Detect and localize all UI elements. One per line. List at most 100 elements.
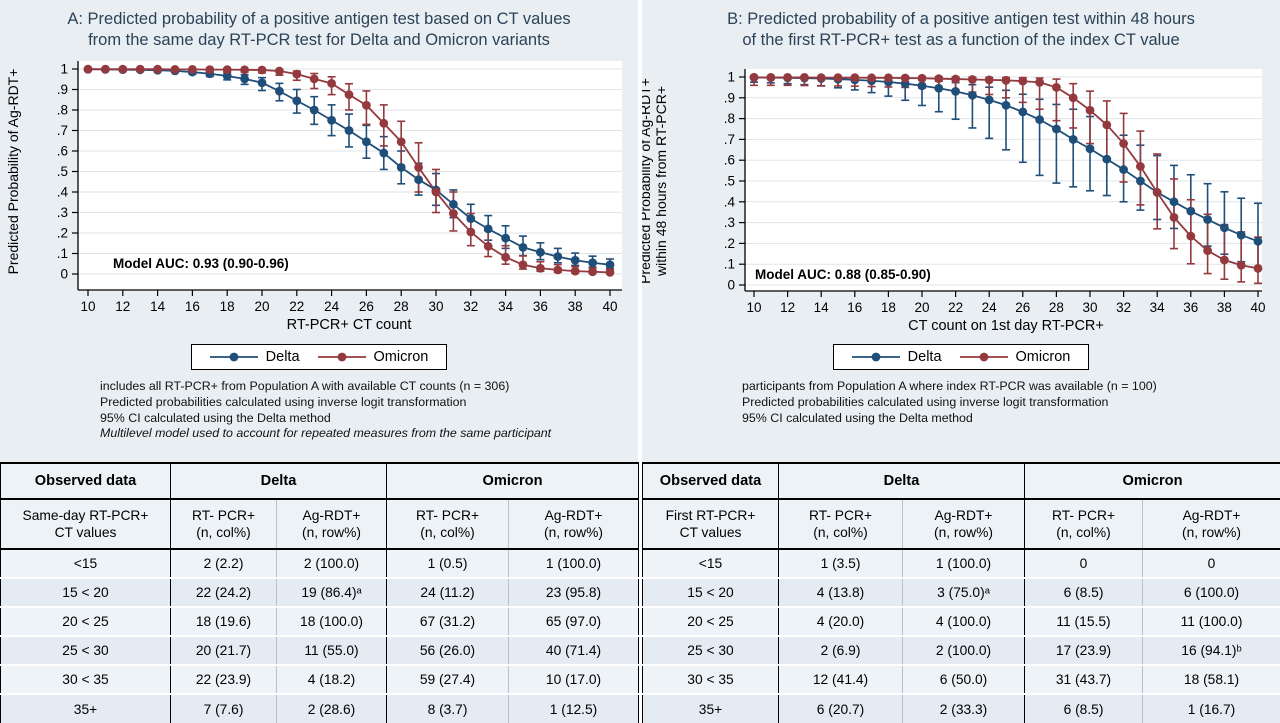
legend-entry-delta: Delta (852, 349, 942, 365)
x-tick-label: 36 (533, 299, 548, 314)
y-axis-title: within 48 hours from RT-PCR+ (653, 86, 669, 277)
data-point (1170, 198, 1179, 207)
data-point (84, 65, 93, 74)
x-tick-label: 26 (359, 299, 374, 314)
y-tick-label: .9 (724, 91, 735, 106)
table-cell: 35+ (1, 694, 171, 723)
x-tick-label: 30 (1082, 300, 1097, 315)
data-point (536, 264, 545, 273)
data-point (292, 70, 301, 79)
x-tick-label: 24 (982, 300, 998, 315)
legend-label: Omicron (1016, 349, 1071, 365)
table-cell: 11 (100.0) (1143, 607, 1280, 636)
data-point (1002, 101, 1011, 110)
data-point (783, 73, 792, 82)
note-line: Predicted probabilities calculated using… (742, 395, 1280, 411)
panel-b-legend-row: Delta Omicron (642, 344, 1280, 370)
table-cell: 4 (13.8) (779, 578, 903, 607)
y-tick-label: .1 (57, 246, 68, 261)
panel-b-notes: participants from Population A where ind… (642, 379, 1280, 426)
data-point (240, 66, 249, 75)
data-point (867, 74, 876, 83)
x-tick-label: 26 (1015, 300, 1030, 315)
table-cell: 65 (97.0) (509, 607, 639, 636)
y-tick-label: .4 (57, 185, 69, 200)
data-point (750, 73, 759, 82)
x-tick-label: 28 (1049, 300, 1064, 315)
table-column-header: First RT-PCR+CT values (643, 499, 779, 549)
table-group-header: Observed data (643, 463, 779, 499)
model-auc-annotation: Model AUC: 0.88 (0.85-0.90) (755, 267, 931, 282)
y-tick-label: .2 (724, 236, 735, 251)
table-group-header: Delta (779, 463, 1025, 499)
data-point (571, 267, 580, 276)
data-point (275, 87, 284, 96)
table-column-header: RT- PCR+(n, col%) (171, 499, 277, 549)
model-auc-annotation: Model AUC: 0.93 (0.90-0.96) (113, 256, 289, 271)
x-tick-label: 20 (914, 300, 929, 315)
table-cell: 19 (86.4)ᵃ (277, 578, 387, 607)
y-tick-label: 0 (727, 278, 735, 293)
data-point (1170, 213, 1179, 222)
data-point (171, 65, 180, 74)
table-cell: 2 (33.3) (903, 694, 1025, 723)
data-point (101, 65, 110, 74)
table-cell: 18 (100.0) (277, 607, 387, 636)
data-point (345, 90, 354, 99)
data-point (1119, 165, 1128, 174)
data-point (850, 73, 859, 82)
x-tick-label: 20 (254, 299, 269, 314)
data-point (1203, 246, 1212, 255)
legend-entry-omicron: Omicron (960, 349, 1071, 365)
data-point (188, 65, 197, 74)
table-column-header: RT- PCR+(n, col%) (779, 499, 903, 549)
legend-marker-icon (318, 351, 366, 363)
data-point (153, 65, 162, 74)
x-tick-label: 28 (394, 299, 409, 314)
data-point (414, 176, 423, 185)
data-point (800, 73, 809, 82)
legend-label: Omicron (374, 349, 429, 365)
data-point (501, 253, 510, 262)
table-cell: 8 (3.7) (387, 694, 509, 723)
data-point (1086, 145, 1095, 154)
table-group-header: Omicron (1025, 463, 1280, 499)
data-point (466, 214, 475, 223)
data-point (571, 256, 580, 265)
x-tick-label: 18 (220, 299, 235, 314)
table-cell: 59 (27.4) (387, 665, 509, 694)
y-tick-label: 0 (60, 267, 68, 282)
panel-a-title: A: Predicted probability of a positive a… (0, 0, 638, 51)
data-point (240, 75, 249, 84)
x-tick-label: 18 (881, 300, 896, 315)
note-line: includes all RT-PCR+ from Population A w… (100, 379, 638, 395)
data-point (484, 242, 493, 251)
x-tick-label: 32 (1116, 300, 1131, 315)
table-cell: 0 (1143, 549, 1280, 578)
table-cell: 6 (20.7) (779, 694, 903, 723)
data-point (1119, 139, 1128, 148)
table-cell: 23 (95.8) (509, 578, 639, 607)
data-point (414, 163, 423, 172)
table-cell: 18 (19.6) (171, 607, 277, 636)
table-cell: 6 (8.5) (1025, 694, 1143, 723)
table-cell: 11 (55.0) (277, 636, 387, 665)
x-tick-label: 10 (746, 300, 761, 315)
table-cell: 20 < 25 (1, 607, 171, 636)
table-column-header: Ag-RDT+(n, row%) (509, 499, 639, 549)
table-cell: 30 < 35 (1, 665, 171, 694)
table-cell: 20 < 25 (643, 607, 779, 636)
legend-marker-icon (852, 351, 900, 363)
y-tick-label: .8 (57, 103, 68, 118)
table-column-header: RT- PCR+(n, col%) (1025, 499, 1143, 549)
data-point (1052, 83, 1061, 92)
y-tick-label: .3 (724, 215, 735, 230)
data-point (292, 97, 301, 106)
data-point (918, 82, 927, 91)
